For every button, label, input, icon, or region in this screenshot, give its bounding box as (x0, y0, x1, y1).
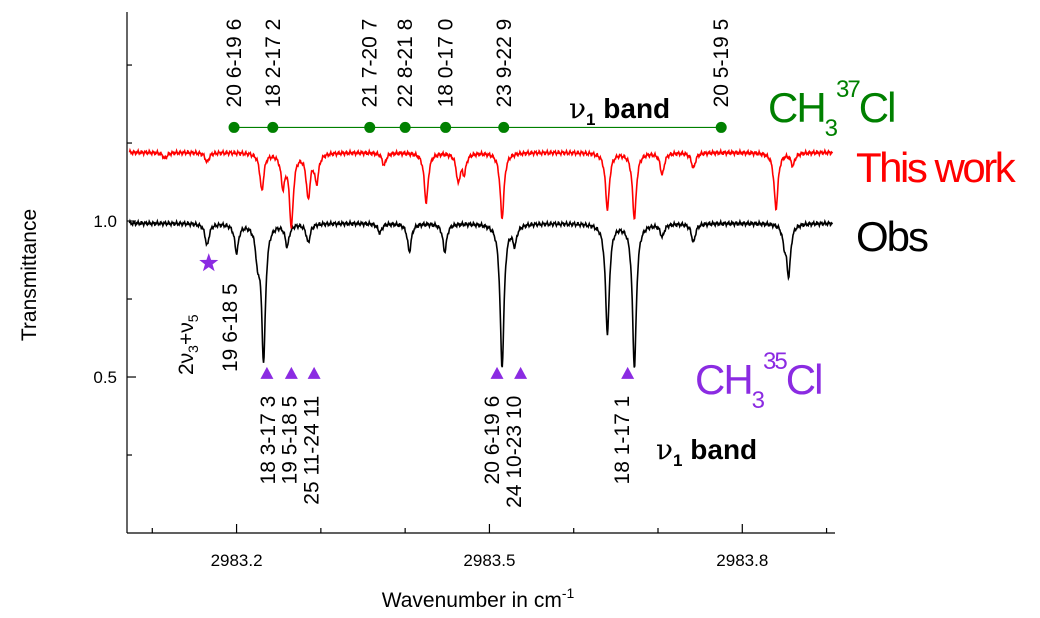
x-axis-title-unit: -1 (562, 585, 575, 601)
ch3-37cl-marker (399, 121, 411, 133)
combo-part2: +ν (175, 322, 198, 345)
y-tick-label: 0.5 (93, 368, 117, 387)
ch3-35cl-assignment: 18 3-17 3 (257, 396, 280, 485)
ch3-35cl-assignment: 20 6-19 6 (481, 396, 504, 485)
ch3-35cl-sub: 3 (752, 387, 765, 414)
nu1-upper-symbol: ν (569, 92, 586, 125)
ch3-37cl-assignment: 20 6-19 6 (223, 19, 246, 108)
ch3-35cl-tail: Cl (786, 356, 822, 403)
ch3-37cl-marker (715, 121, 727, 133)
ch3-37cl-assignment: 18 0-17 0 (435, 19, 458, 108)
marker-layer (199, 121, 727, 379)
x-axis-title-text: Wavenumber in cm (382, 589, 562, 612)
nu1-band-upper: ν1 band (569, 92, 670, 129)
axes: 2983.2 2983.5 2983.8 0.5 1.0 (93, 12, 835, 570)
ch3-35cl-marker (307, 366, 321, 379)
ch3-35cl-marker (490, 366, 504, 379)
x-ticks: 2983.2 2983.5 2983.8 (151, 524, 828, 570)
combo-sub2: 5 (185, 314, 201, 322)
y-ticks: 0.5 1.0 (93, 64, 136, 456)
y-axis-title: Transmittance (18, 209, 41, 341)
x-tick-label: 2983.8 (716, 551, 768, 570)
nu1-upper-sub: 1 (586, 110, 595, 129)
ch3-35cl-marker (621, 366, 635, 379)
ch3-37cl-sup: 37 (836, 76, 860, 103)
ch3-37cl-tail: Cl (859, 84, 895, 131)
combo-band-star (199, 253, 219, 272)
series-layer (128, 147, 834, 368)
ch3-37cl-marker (440, 121, 452, 133)
x-axis-title: Wavenumber in cm-1 (382, 585, 575, 612)
ch3-37cl-assignment: 23 9-22 9 (493, 19, 516, 108)
label-layer: 20 6-19 6 18 2-17 2 21 7-20 7 22 8-21 8 18 0… (223, 19, 733, 508)
legend-this-work: This work (856, 144, 1017, 191)
ch3-35cl-sup: 35 (763, 348, 787, 375)
series-obs (128, 218, 834, 368)
nu1-upper-text: band (596, 93, 671, 124)
legend-obs: Obs (856, 213, 928, 260)
ch3-35cl-assignment: 24 10-23 10 (503, 396, 526, 508)
ch3-37cl-marker (267, 121, 279, 133)
nu1-lower-text: band (683, 434, 758, 465)
ch3-35cl-marker (260, 366, 274, 379)
ch3-37cl-sub: 3 (825, 115, 838, 142)
x-tick-label: 2983.2 (211, 551, 263, 570)
ch3-35cl-assignment: 19 5-18 5 (279, 396, 302, 485)
ch3-35cl-assignment: 18 1-17 1 (611, 396, 634, 485)
y-tick-label: 1.0 (93, 212, 117, 231)
ch3-35cl-label: CH3 35Cl (695, 348, 821, 414)
ch3-35cl-marker (284, 366, 298, 379)
nu1-lower-sub: 1 (673, 451, 682, 470)
ch3-35cl-assignment: 25 11-24 11 (301, 396, 324, 505)
ch3-37cl-label: CH3 37Cl (768, 76, 894, 142)
ch3-37cl-assignment: 18 2-17 2 (262, 19, 285, 108)
nu1-band-lower: ν1 band (656, 433, 757, 470)
combo-part1: 2ν (175, 353, 198, 375)
ch3-37cl-base: CH (768, 84, 825, 131)
combo-assignment-label: 19 6-18 5 (219, 283, 242, 372)
ch3-35cl-base: CH (695, 356, 752, 403)
ch3-37cl-marker (228, 121, 240, 133)
nu1-lower-symbol: ν (656, 433, 673, 466)
combo-band-label: 2ν3+ν5 (175, 314, 201, 375)
ch3-37cl-marker (364, 121, 376, 133)
x-tick-label: 2983.5 (463, 551, 515, 570)
combo-sub1: 3 (185, 345, 201, 353)
ch3-37cl-marker (498, 121, 510, 133)
series-this-work (128, 147, 834, 229)
ch3-37cl-assignment: 20 5-19 5 (710, 19, 733, 108)
ch3-37cl-assignment: 22 8-21 8 (394, 19, 417, 108)
ch3-35cl-marker (514, 366, 528, 379)
ch3-37cl-assignment: 21 7-20 7 (359, 19, 382, 108)
